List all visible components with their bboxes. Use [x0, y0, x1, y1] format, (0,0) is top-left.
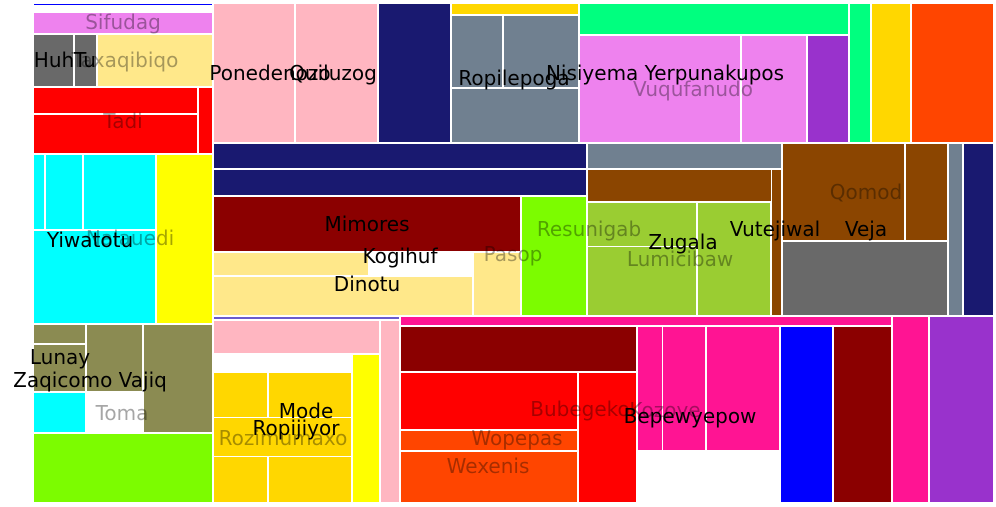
- treemap-cell: [33, 12, 213, 34]
- treemap-cell: [697, 202, 771, 316]
- treemap-cell: [400, 372, 578, 430]
- treemap-cell: [33, 324, 86, 344]
- treemap-cell: [451, 15, 503, 88]
- treemap-cell: [213, 320, 380, 354]
- treemap-cell: [213, 143, 587, 169]
- treemap-cell: [587, 143, 782, 169]
- treemap-cell: [33, 433, 213, 503]
- treemap-cell: [451, 3, 579, 15]
- treemap-cell: [706, 326, 780, 451]
- treemap-cell: [33, 230, 156, 324]
- treemap-cell: [521, 196, 587, 316]
- treemap-cell: [33, 34, 74, 87]
- treemap-cell: [892, 316, 929, 503]
- treemap-cell: [503, 15, 579, 88]
- treemap-cell: [911, 3, 994, 143]
- treemap-cell: [849, 3, 871, 143]
- treemap-cell: [963, 143, 994, 316]
- treemap-cell: [587, 169, 782, 202]
- treemap-cell: [771, 169, 782, 316]
- treemap-cell: [97, 34, 213, 87]
- treemap-cell: [352, 354, 380, 503]
- treemap-cell: [45, 154, 83, 230]
- treemap-cell: [905, 143, 948, 241]
- treemap-cell: [213, 169, 587, 196]
- treemap-cell: [782, 143, 905, 241]
- treemap-cell: [451, 88, 579, 143]
- treemap-cell: [578, 372, 637, 503]
- treemap-cell: [782, 241, 948, 316]
- treemap-cell: [579, 3, 849, 35]
- treemap-cell: [33, 87, 198, 114]
- treemap-cell: [833, 326, 892, 503]
- treemap-cell: [213, 3, 295, 143]
- treemap-cell: [213, 417, 352, 457]
- treemap-cell: [378, 3, 451, 143]
- treemap-cell: [33, 154, 45, 230]
- treemap-cell: [473, 252, 521, 316]
- treemap-cell-label: Toma: [95, 401, 149, 425]
- treemap-cell: [33, 3, 213, 6]
- treemap-cell: [780, 326, 833, 503]
- treemap-cell: [400, 316, 892, 326]
- treemap-cell: [579, 35, 741, 143]
- treemap-cell: [587, 246, 697, 316]
- treemap-cell: [74, 34, 97, 87]
- treemap-cell: [213, 276, 473, 316]
- treemap-cell: [948, 143, 963, 316]
- treemap-cell: [86, 324, 143, 392]
- treemap-cell: [400, 451, 578, 503]
- treemap-cell: [33, 114, 198, 154]
- treemap-cell: [380, 320, 400, 503]
- treemap-cell: [33, 392, 86, 433]
- treemap-cell: [400, 430, 578, 451]
- treemap-cell: [871, 3, 911, 143]
- treemap-cell: [400, 326, 637, 372]
- treemap-cell: [156, 154, 213, 324]
- treemap-cell: [741, 35, 807, 143]
- treemap-cell: [213, 316, 400, 320]
- treemap-cell: [295, 3, 378, 143]
- treemap-cell: [33, 344, 86, 392]
- treemap-cell: [143, 324, 213, 433]
- treemap-cell: [213, 196, 521, 252]
- treemap-cell: [83, 154, 156, 230]
- treemap-cell: [929, 316, 994, 503]
- treemap-cell: [807, 35, 849, 143]
- treemap-cell: [662, 326, 706, 451]
- treemap-cell: [198, 87, 213, 154]
- treemap-cell: [213, 252, 369, 276]
